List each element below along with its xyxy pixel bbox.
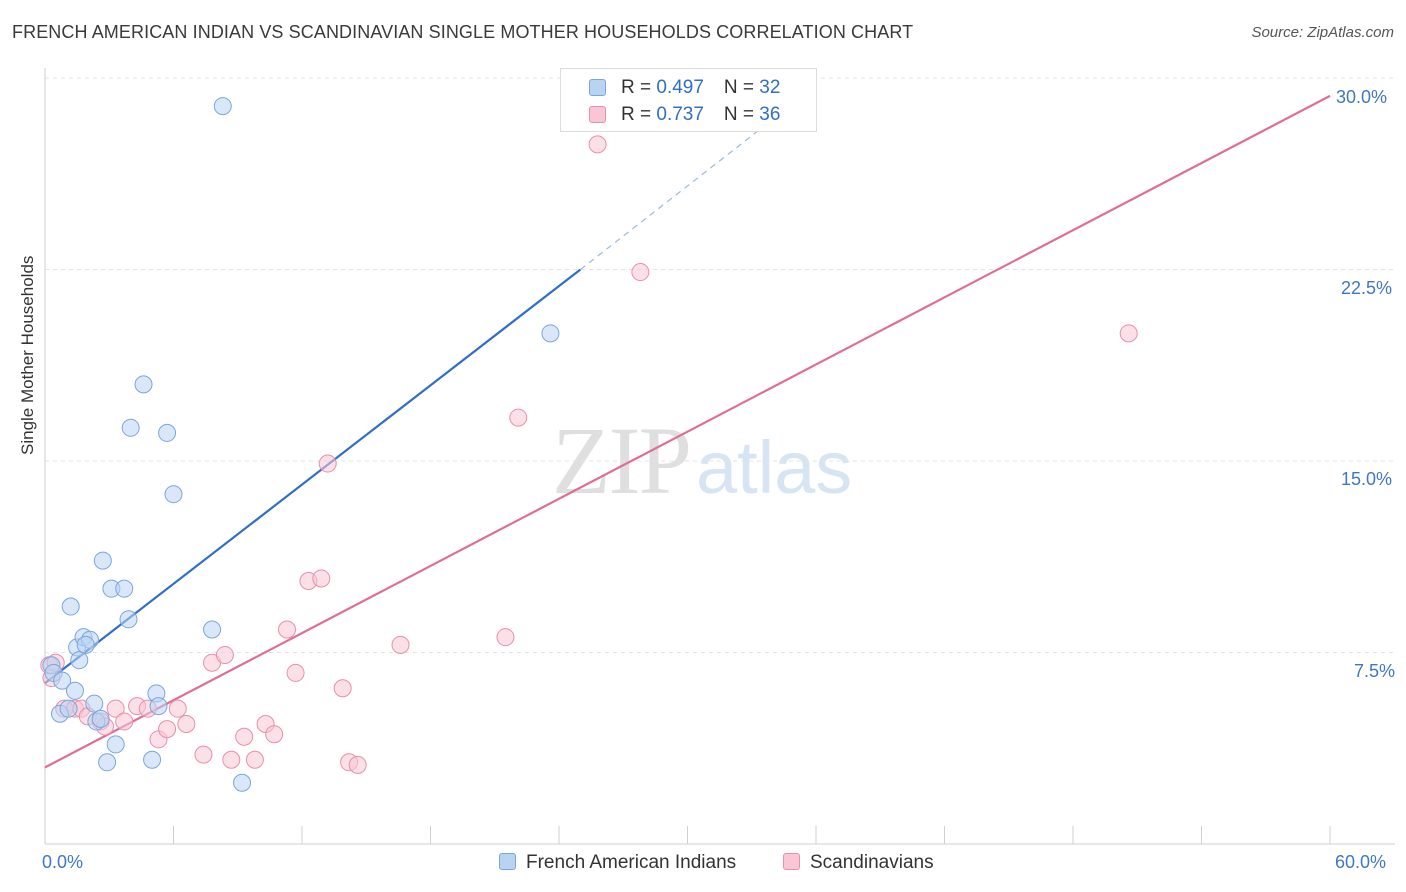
source-credit: Source: ZipAtlas.com xyxy=(1251,24,1394,41)
data-point-scandinavians xyxy=(588,135,607,154)
watermark-atlas: atlas xyxy=(696,426,853,509)
legend-item-french-american-indians: French American Indians xyxy=(499,852,736,874)
data-point-french-american-indians xyxy=(119,610,138,629)
series-legend: French American Indians Scandinavians xyxy=(0,852,1406,878)
data-point-french-american-indians xyxy=(541,324,560,343)
data-point-scandinavians xyxy=(1119,324,1138,343)
data-point-scandinavians xyxy=(333,679,352,698)
trend-lines xyxy=(44,85,1331,769)
legend-row-french-american-indians: R = 0.497 N = 32 xyxy=(561,75,816,101)
data-point-french-american-indians xyxy=(106,735,125,754)
data-point-french-american-indians xyxy=(121,418,140,437)
data-point-french-american-indians xyxy=(115,579,134,598)
data-point-scandinavians xyxy=(318,454,337,473)
data-point-french-american-indians xyxy=(91,709,110,728)
grid-lines xyxy=(45,77,1395,653)
data-point-french-american-indians xyxy=(93,551,112,570)
trend-line-scandinavians xyxy=(44,94,1331,769)
legend-swatch-blue xyxy=(499,853,516,870)
data-point-scandinavians xyxy=(312,569,331,588)
data-point-french-american-indians xyxy=(213,97,232,116)
legend-item-scandinavians: Scandinavians xyxy=(783,852,934,874)
data-point-french-american-indians xyxy=(149,697,168,716)
y-tick-label: 22.5% xyxy=(1341,278,1393,298)
legend-row-scandinavians: R = 0.737 N = 36 xyxy=(561,102,816,128)
data-point-scandinavians xyxy=(168,699,187,718)
data-point-scandinavians xyxy=(158,720,177,739)
data-point-scandinavians xyxy=(106,699,125,718)
correlation-legend: R = 0.497 N = 32 R = 0.737 N = 36 xyxy=(560,68,817,132)
data-point-french-american-indians xyxy=(164,485,183,504)
axes xyxy=(44,68,1395,845)
data-point-french-american-indians xyxy=(134,375,153,394)
data-point-french-american-indians xyxy=(98,753,117,772)
legend-swatch-blue xyxy=(589,79,606,96)
data-point-scandinavians xyxy=(265,725,284,744)
y-tick-label: 30.0% xyxy=(1336,87,1388,107)
data-point-scandinavians xyxy=(496,628,515,647)
data-point-scandinavians xyxy=(391,635,410,654)
data-point-french-american-indians xyxy=(53,671,72,690)
data-point-scandinavians xyxy=(286,663,305,682)
data-point-french-american-indians xyxy=(61,597,80,616)
data-point-scandinavians xyxy=(177,714,196,733)
legend-label: French American Indians xyxy=(526,852,737,873)
data-point-scandinavians xyxy=(245,750,264,769)
y-tick-label: 15.0% xyxy=(1341,469,1393,489)
data-point-scandinavians xyxy=(509,408,528,427)
data-point-scandinavians xyxy=(222,750,241,769)
legend-stats: R = 0.497 N = 32 xyxy=(621,77,781,98)
data-point-scandinavians xyxy=(278,620,297,639)
data-points xyxy=(40,97,1138,792)
data-point-french-american-indians xyxy=(65,681,84,700)
data-point-french-american-indians xyxy=(203,620,222,639)
x-tick-label: 60.0% xyxy=(1335,852,1387,872)
legend-stats: R = 0.737 N = 36 xyxy=(621,104,781,125)
legend-swatch-pink xyxy=(783,853,800,870)
data-point-french-american-indians xyxy=(59,699,78,718)
data-point-scandinavians xyxy=(215,646,234,665)
y-axis-label: Single Mother Households xyxy=(18,255,37,455)
data-point-french-american-indians xyxy=(143,750,162,769)
legend-label: Scandinavians xyxy=(810,852,934,873)
y-tick-label: 7.5% xyxy=(1354,661,1396,681)
data-point-french-american-indians xyxy=(76,635,95,654)
legend-swatch-pink xyxy=(589,106,606,123)
data-point-scandinavians xyxy=(235,727,254,746)
data-point-french-american-indians xyxy=(85,694,104,713)
data-point-french-american-indians xyxy=(70,651,89,670)
chart-title: FRENCH AMERICAN INDIAN VS SCANDINAVIAN S… xyxy=(12,22,914,42)
x-tick-label: 0.0% xyxy=(42,852,84,872)
data-point-scandinavians xyxy=(194,745,213,764)
data-point-french-american-indians xyxy=(158,423,177,442)
data-point-french-american-indians xyxy=(233,773,252,792)
data-point-scandinavians xyxy=(631,263,650,282)
data-point-scandinavians xyxy=(115,712,134,731)
trend-extension-french-american-indians xyxy=(580,85,817,270)
data-point-scandinavians xyxy=(348,755,367,774)
